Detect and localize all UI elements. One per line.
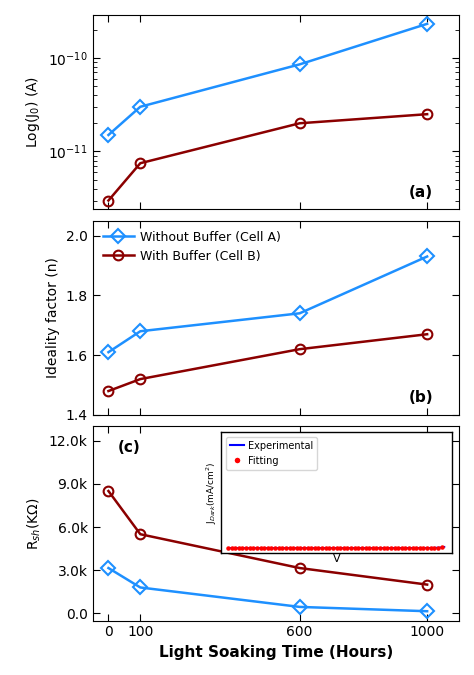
Legend: Without Buffer (Cell A), With Buffer (Cell B): Without Buffer (Cell A), With Buffer (Ce… — [99, 227, 284, 267]
With Buffer (Cell B) — [424, 330, 430, 338]
Text: (c): (c) — [118, 440, 141, 455]
Line: With Buffer (Cell B): With Buffer (Cell B) — [104, 329, 432, 396]
With Buffer (Cell B) — [106, 387, 111, 395]
Y-axis label: Ideality factor (n): Ideality factor (n) — [46, 257, 60, 378]
Without Buffer (Cell A) — [297, 309, 302, 317]
Without Buffer (Cell A) — [424, 252, 430, 261]
Line: Without Buffer (Cell A): Without Buffer (Cell A) — [104, 252, 432, 357]
With Buffer (Cell B) — [137, 375, 143, 383]
With Buffer (Cell B) — [297, 345, 302, 353]
X-axis label: Light Soaking Time (Hours): Light Soaking Time (Hours) — [159, 645, 393, 660]
Text: (a): (a) — [409, 185, 433, 200]
Without Buffer (Cell A) — [106, 348, 111, 356]
Y-axis label: Log(J$_0$) (A): Log(J$_0$) (A) — [25, 76, 43, 148]
Text: (b): (b) — [409, 390, 433, 405]
Y-axis label: R$_{sh}$(KΩ): R$_{sh}$(KΩ) — [26, 497, 43, 549]
Without Buffer (Cell A) — [137, 327, 143, 335]
